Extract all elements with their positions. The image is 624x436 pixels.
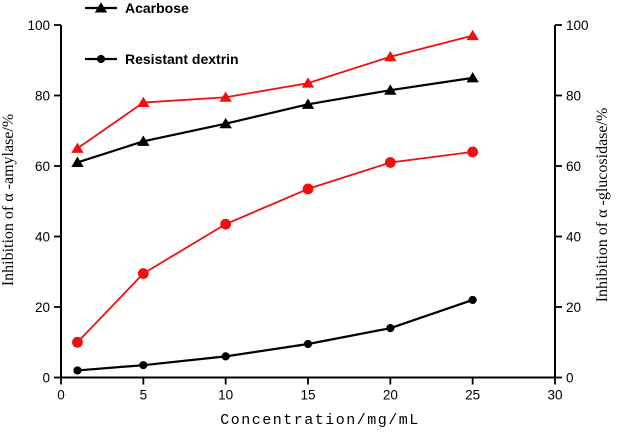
legend-label: Acarbose <box>125 0 189 16</box>
series-resistant-dextrin-alpha-amylase <box>73 295 477 375</box>
circle-marker <box>220 218 232 230</box>
triangle-marker <box>94 2 108 13</box>
circle-marker <box>72 336 83 348</box>
x-axis-tick-label: 0 <box>57 388 65 403</box>
series-line <box>77 76 473 164</box>
triangle-marker <box>301 98 315 109</box>
x-axis-tick-label: 10 <box>218 388 233 403</box>
triangle-marker <box>219 117 232 129</box>
y-axis-tick-label-right: 40 <box>566 229 581 244</box>
y-axis-tick-label-right: 100 <box>566 18 589 33</box>
y-axis-tick-label-left: 40 <box>35 229 50 244</box>
x-axis-title: Concentration/mg/mL <box>220 412 420 429</box>
y-axis-tick-label-right: 80 <box>566 88 581 103</box>
circle-marker <box>467 146 479 158</box>
triangle-marker <box>219 91 232 102</box>
x-axis-tick-label: 20 <box>383 388 398 403</box>
y-axis-tick-label-left: 100 <box>27 18 50 33</box>
legend-entry: Resistant dextrin <box>85 51 239 67</box>
series-acarbose-alpha-amylase <box>71 72 479 167</box>
x-axis-tick-label: 30 <box>547 388 562 403</box>
y-axis-tick-label-left: 60 <box>35 159 50 174</box>
y-axis-tick-label-right: 0 <box>566 370 574 385</box>
circle-marker <box>302 183 314 195</box>
series-line <box>77 298 474 372</box>
triangle-marker <box>71 156 84 167</box>
triangle-marker <box>466 72 479 83</box>
x-axis-tick-label: 25 <box>465 388 480 403</box>
x-axis-tick-label: 15 <box>300 388 315 403</box>
triangle-marker <box>466 29 479 41</box>
circle-marker <box>386 324 395 333</box>
series-layer <box>71 29 479 375</box>
triangle-marker <box>71 142 84 153</box>
series-acarbose-alpha-glucosidase <box>71 29 479 153</box>
y-axis-title-left: Inhibition of α -amylase/% <box>0 114 17 286</box>
y-axis-tick-label-left: 0 <box>42 370 50 385</box>
legend-label: Resistant dextrin <box>125 51 239 67</box>
circle-marker <box>221 352 230 361</box>
legend-entry: Acarbose <box>85 0 189 16</box>
circle-marker <box>468 295 477 305</box>
y-axis-tick-label-right: 60 <box>566 159 581 174</box>
circle-marker <box>303 339 313 349</box>
triangle-marker <box>384 50 397 62</box>
y-axis-tick-label-left: 80 <box>35 88 50 103</box>
circle-marker <box>96 54 106 64</box>
legend: Acarbose Resistant dextrin <box>85 0 239 67</box>
circle-marker <box>137 268 149 279</box>
series-line <box>76 34 473 150</box>
y-axis-tick-label-left: 20 <box>35 300 50 315</box>
series-line <box>76 151 473 343</box>
y-axis-title-right: Inhibition of α -glucosidase/% <box>594 108 611 303</box>
circle-marker <box>139 361 148 370</box>
circle-marker <box>384 157 396 168</box>
triangle-marker <box>384 84 397 95</box>
triangle-marker <box>137 135 150 146</box>
circle-marker <box>73 366 82 375</box>
y-axis-tick-label-right: 20 <box>566 300 581 315</box>
triangle-marker <box>301 77 315 88</box>
x-axis-tick-label: 5 <box>140 388 148 403</box>
triangle-marker <box>137 96 150 108</box>
series-resistant-dextrin-alpha-glucosidase <box>72 146 479 348</box>
